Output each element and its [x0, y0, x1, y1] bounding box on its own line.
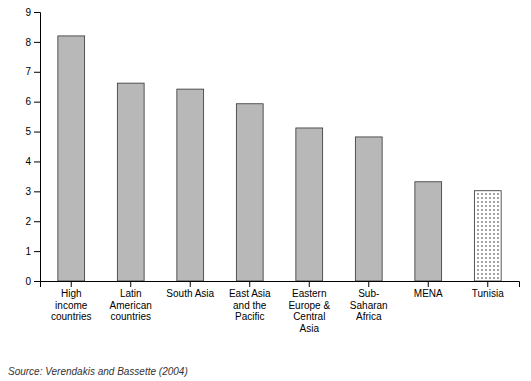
x-tick-label-line: Eastern — [292, 288, 326, 299]
x-tick: East Asiaand thePacific — [229, 281, 271, 322]
x-tick-label-line: High — [61, 288, 82, 299]
x-tick-label-line: countries — [110, 311, 151, 322]
x-tick-mark — [368, 281, 369, 287]
x-tick-label: Sub-SaharanAfrica — [350, 288, 388, 322]
y-tick-mark — [34, 251, 40, 252]
x-tick-mark — [487, 281, 488, 287]
x-tick-mark — [428, 281, 429, 287]
x-tick: LatinAmericancountries — [110, 281, 152, 322]
y-tick: 2 — [25, 216, 40, 227]
x-tick-label-line: Sub- — [358, 288, 379, 299]
bar — [296, 128, 323, 281]
y-tick: 6 — [25, 96, 40, 107]
y-tick: 1 — [25, 246, 40, 257]
y-tick-label: 2 — [25, 216, 31, 227]
x-tick-label-line: Asia — [300, 323, 320, 334]
x-tick-mark — [190, 281, 191, 287]
x-tick-label-line: Latin — [120, 288, 142, 299]
bar — [58, 36, 85, 281]
y-tick-mark — [34, 12, 40, 13]
x-tick: Sub-SaharanAfrica — [350, 281, 388, 322]
x-tick-mark — [71, 281, 72, 287]
x-tick-label-line: Europe & — [288, 300, 330, 311]
x-tick-label: South Asia — [166, 288, 214, 299]
bar — [117, 83, 144, 281]
x-tick-label-line: and the — [233, 300, 267, 311]
y-tick-mark — [34, 191, 40, 192]
y-tick-mark — [34, 161, 40, 162]
x-tick-label-line: East Asia — [229, 288, 271, 299]
bar — [355, 137, 382, 281]
x-tick-label-line: MENA — [414, 288, 443, 299]
bar — [415, 182, 442, 281]
y-tick-label: 5 — [25, 126, 31, 137]
y-tick-mark — [34, 132, 40, 133]
y-tick-mark — [34, 221, 40, 222]
y-axis-line — [34, 13, 41, 282]
x-tick: Highincomecountries — [51, 281, 92, 322]
y-tick: 5 — [25, 126, 40, 137]
x-tick-mark — [309, 281, 310, 287]
chart: 0123456789HighincomecountriesLatinAmeric… — [0, 0, 531, 381]
bars — [58, 36, 501, 281]
x-tick-label-line: Tunisia — [472, 288, 504, 299]
x-tick-label-line: Africa — [356, 311, 382, 322]
x-tick-mark — [249, 281, 250, 287]
y-tick: 7 — [25, 66, 40, 77]
y-tick-mark — [34, 72, 40, 73]
x-tick: Tunisia — [472, 281, 504, 299]
y-tick-label: 7 — [25, 66, 31, 77]
x-tick-label-line: Central — [293, 311, 325, 322]
bar — [474, 191, 501, 281]
plot: 0123456789HighincomecountriesLatinAmeric… — [25, 7, 519, 334]
y-tick-label: 4 — [25, 156, 31, 167]
x-tick-label: Highincomecountries — [51, 288, 92, 322]
x-tick: South Asia — [166, 281, 214, 299]
y-tick: 3 — [25, 186, 40, 197]
x-tick-label-line: countries — [51, 311, 92, 322]
y-tick: 4 — [25, 156, 40, 167]
y-tick-label: 8 — [25, 37, 31, 48]
bar — [236, 104, 263, 281]
y-axis: 0 1 2 3 4 5 6 7 8 9 — [25, 7, 40, 287]
y-tick-mark — [34, 42, 40, 43]
x-axis: HighincomecountriesLatinAmericancountrie… — [41, 281, 520, 334]
annotation: Source: Verendakis and Bassette (2004) — [8, 366, 188, 377]
x-axis-line — [41, 282, 520, 288]
x-tick-label-line: South Asia — [166, 288, 214, 299]
x-tick-label: EasternEurope &CentralAsia — [288, 288, 330, 334]
x-tick-label-line: Pacific — [235, 311, 264, 322]
x-tick-label-line: American — [110, 300, 152, 311]
y-tick-mark — [34, 102, 40, 103]
y-tick-label: 0 — [25, 276, 31, 287]
x-tick-label: MENA — [414, 288, 443, 299]
y-tick: 8 — [25, 37, 40, 48]
x-tick-label: Tunisia — [472, 288, 504, 299]
y-tick: 9 — [25, 7, 40, 18]
bar — [177, 89, 204, 281]
y-tick-mark — [34, 281, 40, 282]
x-tick-label: LatinAmericancountries — [110, 288, 152, 322]
x-tick: EasternEurope &CentralAsia — [288, 281, 330, 334]
x-tick-label-line: Saharan — [350, 300, 388, 311]
x-tick-label-line: income — [55, 300, 88, 311]
y-tick-label: 3 — [25, 186, 31, 197]
y-tick: 0 — [25, 276, 40, 287]
x-tick-label: East Asiaand thePacific — [229, 288, 271, 322]
y-tick-label: 9 — [25, 7, 31, 18]
y-tick-label: 6 — [25, 96, 31, 107]
x-tick-mark — [130, 281, 131, 287]
y-tick-label: 1 — [25, 246, 31, 257]
x-tick: MENA — [414, 281, 443, 299]
